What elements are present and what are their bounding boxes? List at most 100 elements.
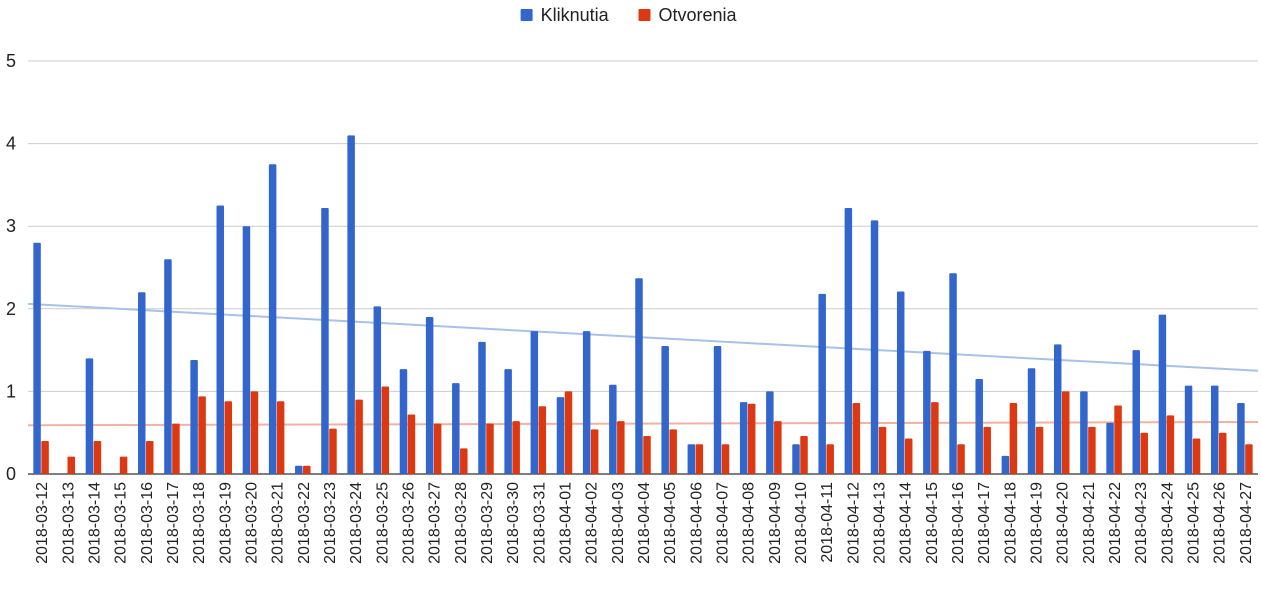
x-tick-label-2018-04-24: 2018-04-24	[1159, 482, 1176, 564]
bar-otvorenia-2018-03-30	[512, 421, 520, 474]
bar-otvorenia-2018-04-17	[983, 426, 991, 474]
bar-otvorenia-2018-04-10	[800, 436, 808, 474]
bar-otvorenia-2018-04-11	[826, 444, 834, 474]
y-tick-label: 3	[6, 216, 16, 236]
legend-swatch-otvorenia	[638, 9, 651, 21]
bar-kliknutia-2018-03-12	[33, 242, 41, 474]
x-tick-label-2018-03-29: 2018-03-29	[479, 482, 496, 564]
bar-otvorenia-2018-04-07	[721, 444, 730, 474]
x-tick-label-2018-03-30: 2018-03-30	[505, 482, 522, 564]
x-tick-label-2018-03-24: 2018-03-24	[348, 482, 365, 564]
x-tick-label-2018-03-14: 2018-03-14	[86, 482, 103, 564]
x-axis-ticks: 2018-03-12 2018-03-13 2018-03-14 2018-03-15…	[34, 482, 1255, 564]
bar-kliknutia-2018-03-27	[425, 317, 434, 474]
x-tick-label-2018-04-10: 2018-04-10	[793, 482, 810, 564]
x-tick-label-2018-04-23: 2018-04-23	[1133, 482, 1150, 564]
bar-otvorenia-2018-04-02	[590, 429, 599, 474]
y-axis-ticks: 0 1 2 3 4 5	[6, 51, 16, 484]
bar-kliknutia-2018-03-18	[190, 360, 198, 474]
x-tick-label-2018-03-13: 2018-03-13	[60, 482, 77, 564]
x-tick-label-2018-04-06: 2018-04-06	[688, 482, 705, 564]
x-tick-label-2018-04-15: 2018-04-15	[924, 482, 941, 564]
x-tick-label-2018-04-27: 2018-04-27	[1238, 482, 1255, 564]
bar-kliknutia-2018-04-12	[844, 208, 853, 474]
bar-kliknutia-2018-04-13	[870, 220, 879, 474]
x-tick-label-2018-03-28: 2018-03-28	[453, 482, 470, 564]
x-tick-label-2018-04-05: 2018-04-05	[662, 482, 679, 564]
bar-kliknutia-2018-03-21	[268, 164, 277, 474]
bar-otvorenia-2018-04-26	[1218, 432, 1227, 474]
bar-otvorenia-2018-04-27	[1245, 444, 1253, 474]
bar-otvorenia-2018-04-24	[1166, 415, 1175, 474]
bar-kliknutia-2018-04-22	[1106, 422, 1114, 474]
x-tick-label-2018-03-23: 2018-03-23	[322, 482, 339, 564]
x-tick-label-2018-04-21: 2018-04-21	[1081, 482, 1098, 564]
trendlines	[27, 302, 1259, 427]
bar-otvorenia-2018-04-01	[564, 391, 573, 474]
x-tick-label-2018-04-11: 2018-04-11	[819, 482, 836, 563]
x-tick-label-2018-04-26: 2018-04-26	[1212, 482, 1229, 564]
bar-kliknutia-2018-04-03	[609, 384, 617, 474]
bar-kliknutia-2018-03-30	[504, 369, 512, 474]
bar-kliknutia-2018-04-19	[1027, 368, 1036, 474]
x-tick-label-2018-04-22: 2018-04-22	[1107, 482, 1124, 564]
x-tick-label-2018-03-19: 2018-03-19	[217, 482, 234, 564]
bar-otvorenia-2018-04-21	[1088, 426, 1096, 474]
bar-otvorenia-2018-03-24	[355, 399, 363, 474]
bar-kliknutia-2018-04-27	[1237, 402, 1245, 474]
x-tick-label-2018-04-18: 2018-04-18	[1002, 482, 1019, 564]
bar-otvorenia-2018-04-16	[957, 444, 965, 474]
bar-otvorenia-2018-04-23	[1140, 432, 1148, 474]
x-tick-label-2018-04-25: 2018-04-25	[1186, 482, 1203, 564]
bar-otvorenia-2018-04-20	[1061, 391, 1070, 474]
bar-otvorenia-2018-04-22	[1114, 405, 1122, 474]
legend-swatch-kliknutia	[520, 9, 533, 21]
bar-kliknutia-2018-04-10	[792, 444, 800, 474]
bar-kliknutia-2018-04-02	[582, 331, 591, 474]
bar-kliknutia-2018-03-24	[347, 135, 355, 474]
legend: Kliknutia Otvorenia	[520, 5, 738, 25]
bar-otvorenia-2018-04-14	[904, 438, 913, 474]
bar-kliknutia-2018-03-31	[530, 331, 539, 474]
bar-otvorenia-2018-03-12	[41, 440, 49, 474]
trendline-kliknutia	[27, 302, 1259, 372]
bar-kliknutia-2018-04-08	[739, 402, 748, 474]
bar-kliknutia-2018-04-26	[1210, 385, 1219, 474]
bar-otvorenia-2018-04-25	[1192, 438, 1201, 474]
legend-label-kliknutia: Kliknutia	[541, 5, 610, 25]
x-tick-label-2018-04-12: 2018-04-12	[845, 482, 862, 564]
x-tick-label-2018-04-09: 2018-04-09	[767, 482, 784, 564]
y-tick-label: 2	[6, 299, 16, 319]
x-tick-label-2018-03-16: 2018-03-16	[139, 482, 156, 564]
bar-kliknutia-2018-04-20	[1053, 344, 1062, 474]
bar-kliknutia-2018-04-07	[713, 345, 722, 474]
x-tick-label-2018-04-13: 2018-04-13	[872, 482, 889, 564]
bar-kliknutia-2018-03-25	[373, 306, 382, 474]
x-tick-label-2018-04-20: 2018-04-20	[1055, 482, 1072, 564]
bar-otvorenia-2018-04-19	[1035, 426, 1044, 474]
bar-kliknutia-2018-04-06	[687, 444, 696, 474]
bar-kliknutia-2018-03-29	[478, 341, 486, 474]
bar-kliknutia-2018-03-14	[85, 358, 94, 474]
bar-kliknutia-2018-03-17	[164, 259, 172, 474]
bar-otvorenia-2018-03-21	[276, 401, 285, 474]
bar-otvorenia-2018-03-18	[198, 396, 206, 474]
bar-otvorenia-2018-03-28	[460, 448, 468, 474]
trendline-otvorenia	[27, 420, 1259, 427]
bar-kliknutia-2018-03-26	[399, 369, 408, 474]
bar-kliknutia-2018-03-23	[321, 208, 329, 474]
bar-otvorenia-2018-03-25	[381, 386, 390, 474]
bar-kliknutia-2018-04-16	[949, 273, 957, 474]
bar-otvorenia-2018-03-22	[303, 465, 311, 474]
bar-otvorenia-2018-04-06	[695, 444, 704, 474]
bar-kliknutia-2018-04-17	[975, 379, 983, 474]
bar-kliknutia-2018-04-14	[896, 291, 905, 474]
bar-otvorenia-2018-03-23	[329, 428, 337, 474]
bar-otvorenia-2018-04-13	[878, 426, 887, 474]
bar-otvorenia-2018-03-29	[486, 423, 494, 474]
x-tick-label-2018-04-03: 2018-04-03	[610, 482, 627, 564]
x-tick-label-2018-03-15: 2018-03-15	[113, 482, 130, 564]
bar-otvorenia-2018-03-20	[250, 391, 259, 474]
y-tick-label: 0	[6, 464, 16, 484]
